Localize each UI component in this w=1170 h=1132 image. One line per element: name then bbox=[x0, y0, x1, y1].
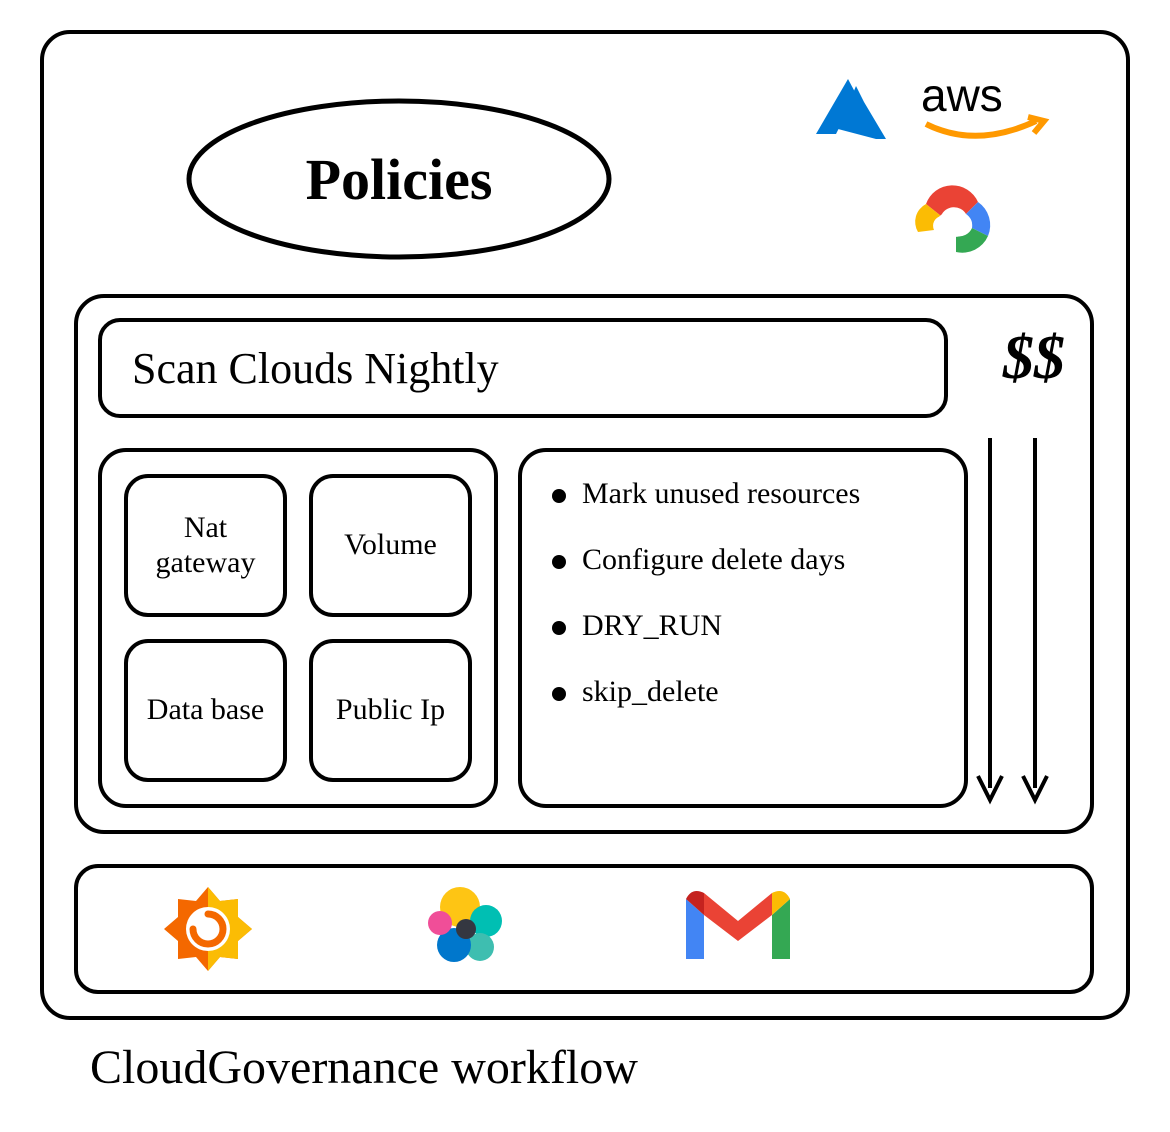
resource-label: Volume bbox=[344, 528, 437, 563]
rule-item: Mark unused resources bbox=[552, 477, 944, 511]
resource-label: Data base bbox=[147, 693, 264, 728]
rule-label: Configure delete days bbox=[582, 543, 845, 576]
rule-item: Configure delete days bbox=[552, 543, 944, 577]
elastic-icon bbox=[418, 879, 518, 979]
cost-label: $$ bbox=[1003, 323, 1065, 394]
scan-title-box: Scan Clouds Nightly bbox=[98, 318, 948, 418]
tools-row bbox=[74, 864, 1094, 994]
rule-item: skip_delete bbox=[552, 675, 944, 709]
resource-label: Public Ip bbox=[336, 693, 445, 728]
resource-tile-nat-gateway: Nat gateway bbox=[124, 474, 287, 617]
resource-tile-volume: Volume bbox=[309, 474, 472, 617]
rules-box: Mark unused resources Configure delete d… bbox=[518, 448, 968, 808]
rule-label: Mark unused resources bbox=[582, 477, 860, 510]
cloud-provider-icons: aws bbox=[796, 64, 1086, 274]
rule-label: skip_delete bbox=[582, 675, 719, 708]
workflow-outer-box: Policies aws bbox=[40, 30, 1130, 1020]
resources-box: Nat gateway Volume Data base Public Ip bbox=[98, 448, 498, 808]
rule-label: DRY_RUN bbox=[582, 609, 722, 642]
resource-tile-public-ip: Public Ip bbox=[309, 639, 472, 782]
rule-item: DRY_RUN bbox=[552, 609, 944, 643]
gmail-icon bbox=[678, 879, 798, 979]
aws-text: aws bbox=[921, 69, 1003, 121]
cost-arrows bbox=[960, 428, 1070, 818]
azure-icon bbox=[806, 74, 896, 144]
policies-ellipse: Policies bbox=[179, 94, 619, 264]
aws-icon: aws bbox=[916, 69, 1056, 149]
policies-label: Policies bbox=[306, 146, 493, 213]
scan-container: Scan Clouds Nightly $$ Nat gateway Volum… bbox=[74, 294, 1094, 834]
resource-tile-database: Data base bbox=[124, 639, 287, 782]
grafana-icon bbox=[158, 879, 258, 979]
resource-label: Nat gateway bbox=[134, 511, 277, 580]
diagram-caption: CloudGovernance workflow bbox=[90, 1040, 638, 1095]
scan-title: Scan Clouds Nightly bbox=[132, 343, 499, 394]
gcp-icon bbox=[896, 174, 1006, 264]
